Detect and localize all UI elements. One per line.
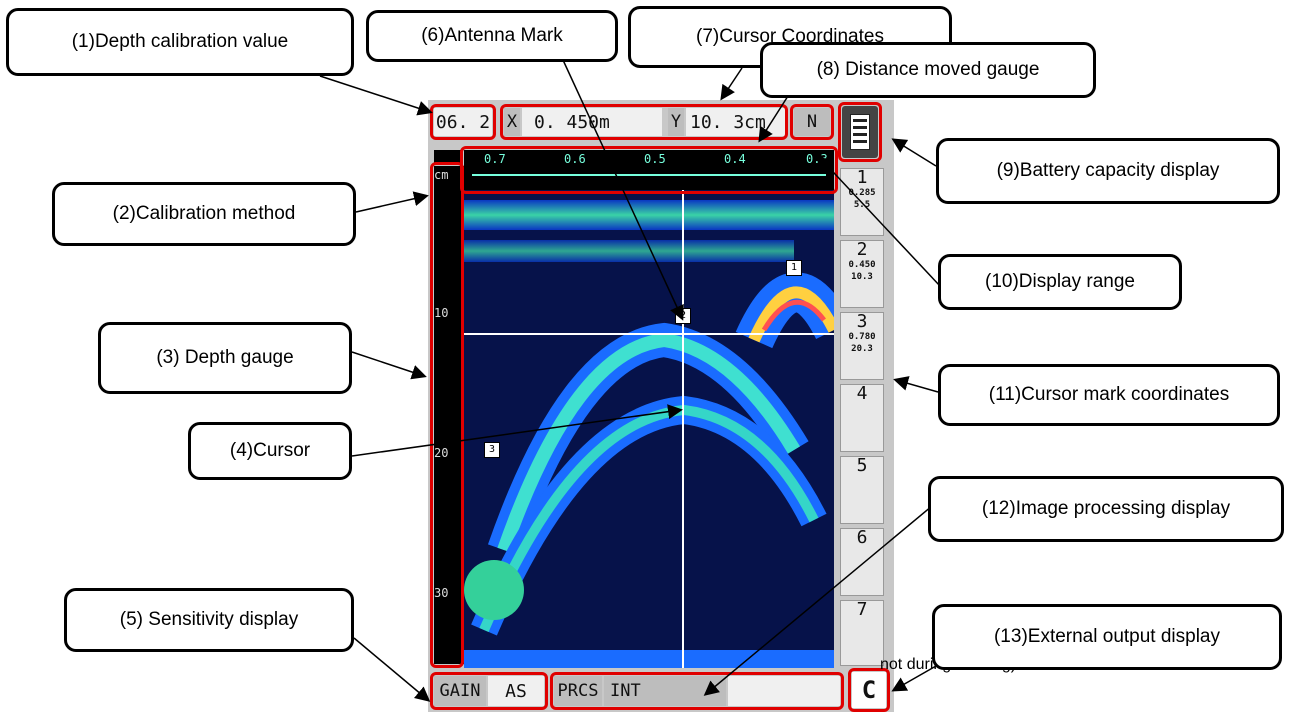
radar-mark: 3 [484,442,500,458]
leader-line-7 [720,67,743,101]
highlight-depth-calibration [430,104,496,140]
depth-calibration-value: 06. 2 [434,108,492,136]
cursor-mark-7: 7 [840,600,884,666]
reflection-blob [464,560,524,620]
mode-indicator: N [794,108,830,136]
leader-line-5 [353,637,431,702]
radar-image [464,190,834,668]
depth-tick: 10 [434,306,449,320]
callout-antenna-mark: (6)Antenna Mark [366,10,618,62]
device-screen: 06. 2 X 0. 450m Y 10. 3cm N 0.7 0.6 0.5 … [428,100,894,712]
callout-depth-gauge: (3) Depth gauge [98,322,352,394]
highlight-battery [838,102,882,162]
distance-tick: 0.7 [484,152,506,166]
leader-line-1 [319,75,433,116]
leader-line-11 [893,376,939,393]
gain-label: GAIN [434,676,486,706]
leader-line-2 [355,191,429,213]
callout-depth-calibration-value: (1)Depth calibration value [6,8,354,76]
hyperbola [748,286,834,343]
callout-calibration-method: (2)Calibration method [52,182,356,246]
callout-sensitivity-display: (5) Sensitivity display [64,588,354,652]
highlight-display-range [460,146,838,194]
callout-external-output-display: (13)External output display [932,604,1282,670]
leader-line-3 [351,351,427,380]
reflection-band [464,650,834,668]
highlight-gain [430,672,548,710]
cursor-mark-6: 6 [840,528,884,596]
cursor-mark-4: 4 [840,384,884,452]
callout-cursor: (4)Cursor [188,422,352,480]
highlight-cursor-coordinates [500,104,788,140]
cursor-mark-5: 5 [840,456,884,524]
cursor-mark-3: 3 0.780 20.3 [840,312,884,380]
distance-tick: 0.4 [724,152,746,166]
radar-mark: 1 [786,260,802,276]
battery-icon [842,106,878,158]
highlight-prcs [550,672,844,710]
highlight-depth-gauge [430,162,464,668]
calibration-method-icon [434,150,462,164]
prcs-label: PRCS [554,676,602,706]
callout-distance-moved-gauge: (8) Distance moved gauge [760,42,1096,98]
cursor-mark-1: 1 0.285 5.5 [840,168,884,236]
depth-unit: cm [434,168,449,182]
leader-line-9 [891,138,937,167]
callout-image-processing-display: (12)Image processing display [928,476,1284,542]
x-label: X [504,108,520,136]
highlight-output [848,668,890,712]
callout-cursor-mark-coordinates: (11)Cursor mark coordinates [938,364,1280,426]
highlight-mode [790,104,834,140]
callout-battery-capacity-display: (9)Battery capacity display [936,138,1280,204]
depth-tick: 30 [434,586,449,600]
reflection-band [464,200,834,230]
radar-mark: 2 [675,308,691,324]
gain-value: AS [488,676,544,706]
reflection-band [464,240,794,262]
cursor-mark-2: 2 0.450 10.3 [840,240,884,308]
callout-display-range: (10)Display range [938,254,1182,310]
hyperbola [761,299,826,332]
